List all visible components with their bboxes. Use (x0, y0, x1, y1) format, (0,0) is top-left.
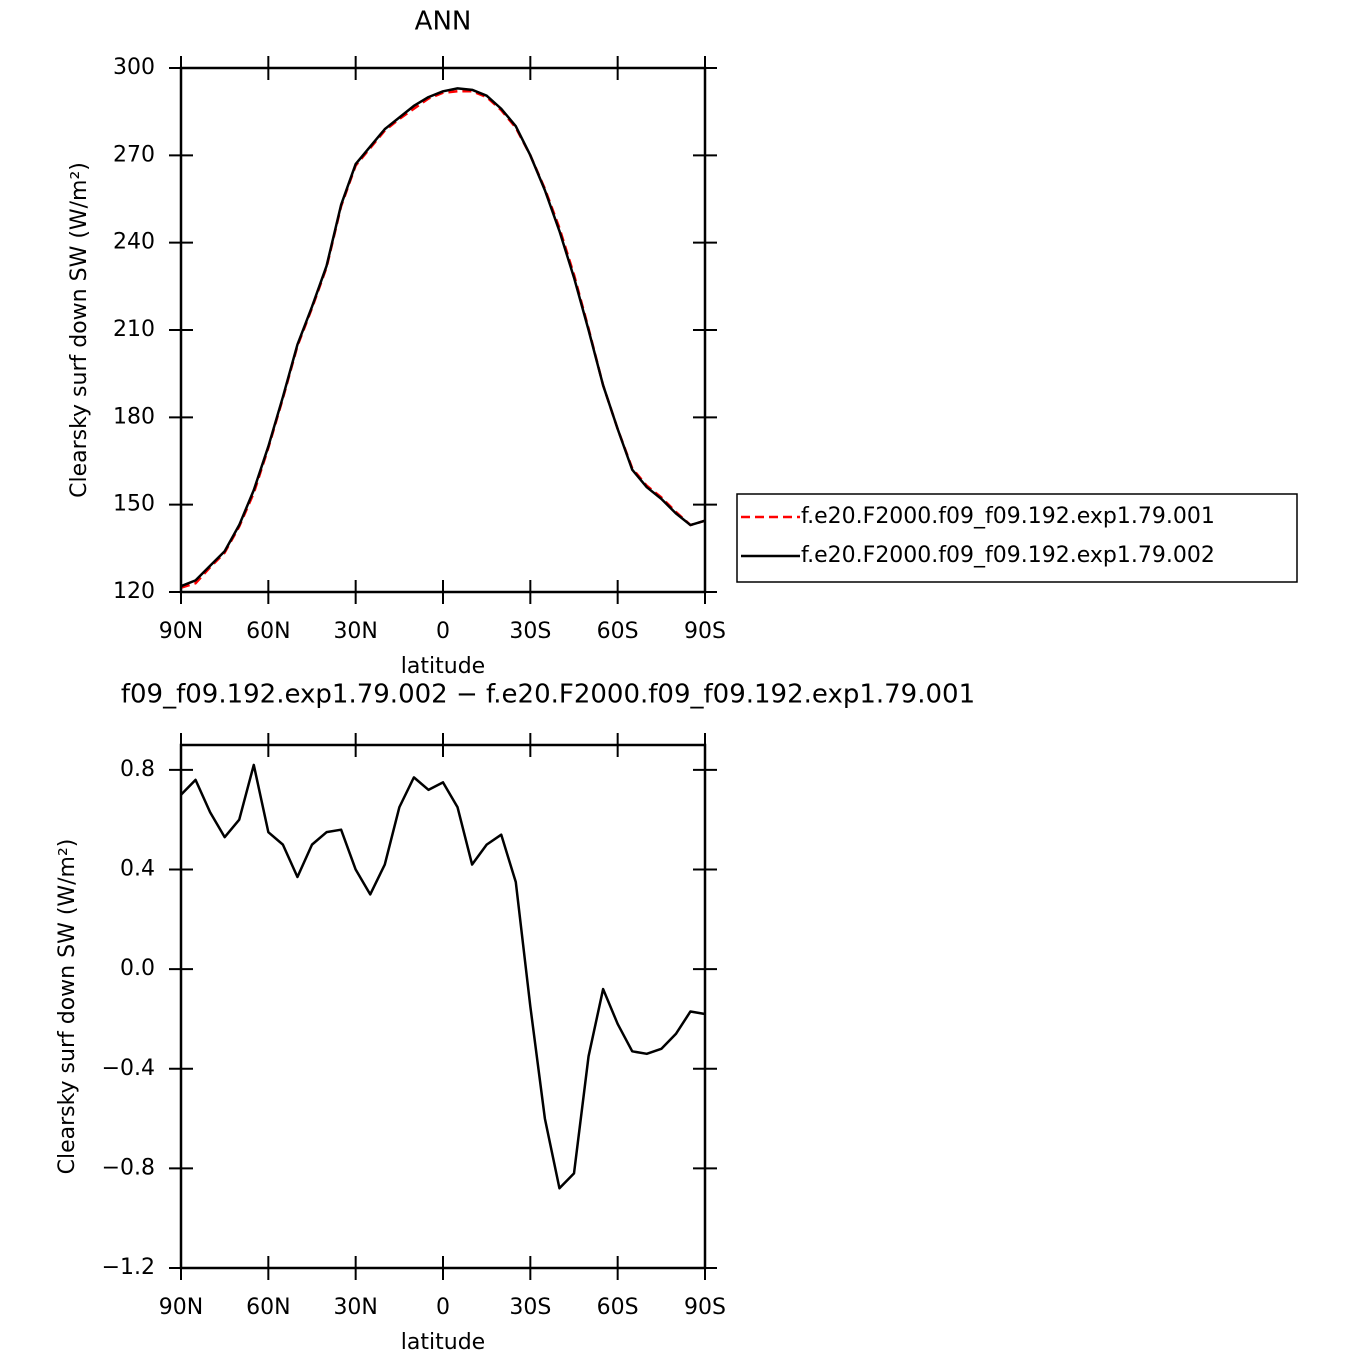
y-tick-label: 270 (113, 142, 155, 167)
y-tick-label: −0.4 (102, 1056, 155, 1081)
x-tick-label: 30N (333, 619, 377, 644)
x-axis-label: latitude (401, 654, 485, 679)
y-tick-label: 0.0 (120, 956, 155, 981)
x-tick-label: 90S (684, 619, 726, 644)
y-tick-label: 120 (113, 579, 155, 604)
y-tick-label: −1.2 (102, 1255, 155, 1280)
y-axis-label: Clearsky surf down SW (W/m²) (67, 162, 92, 498)
legend-label: f.e20.F2000.f09_f09.192.exp1.79.001 (801, 504, 1215, 529)
x-tick-label: 60N (246, 619, 290, 644)
x-tick-label: 30S (509, 1295, 551, 1320)
x-tick-label: 60S (597, 619, 639, 644)
y-tick-label: 240 (113, 230, 155, 255)
plot-frame (179, 66, 707, 594)
x-tick-label: 30S (509, 619, 551, 644)
x-axis-label: latitude (401, 1330, 485, 1355)
x-tick-label: 90S (684, 1295, 726, 1320)
series-line (180, 87, 706, 588)
series-line (180, 763, 706, 1190)
x-tick-label: 90N (159, 619, 203, 644)
y-tick-label: 300 (113, 55, 155, 80)
y-tick-label: 0.8 (120, 757, 155, 782)
legend-label: f.e20.F2000.f09_f09.192.exp1.79.002 (801, 543, 1215, 568)
x-tick-label: 60S (597, 1295, 639, 1320)
y-tick-label: 180 (113, 404, 155, 429)
y-tick-label: 210 (113, 317, 155, 342)
y-tick-label: 150 (113, 492, 155, 517)
x-tick-label: 90N (159, 1295, 203, 1320)
legend-box (736, 493, 1298, 583)
x-tick-label: 60N (246, 1295, 290, 1320)
x-tick-label: 0 (436, 619, 450, 644)
chart-title: f09_f09.192.exp1.79.002 − f.e20.F2000.f0… (121, 680, 975, 710)
chart-title: ANN (415, 7, 472, 37)
x-tick-label: 30N (333, 1295, 377, 1320)
series-line (180, 90, 706, 589)
plot-frame (179, 743, 707, 1270)
y-tick-label: 0.4 (120, 857, 155, 882)
y-tick-label: −0.8 (102, 1155, 155, 1180)
x-tick-label: 0 (436, 1295, 450, 1320)
y-axis-label: Clearsky surf down SW (W/m²) (55, 839, 80, 1175)
